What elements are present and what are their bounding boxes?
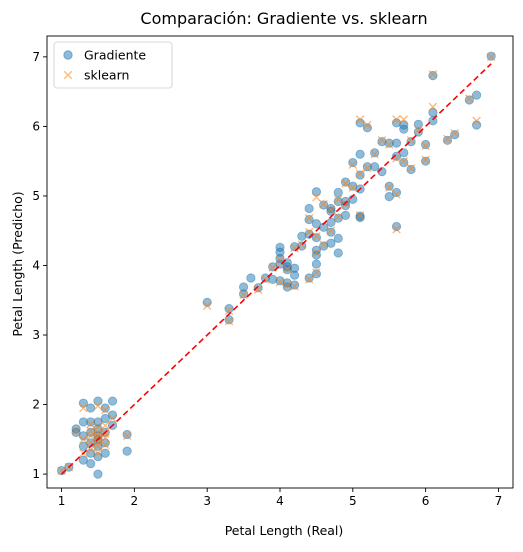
gradiente-point [356, 171, 364, 179]
gradiente-point [123, 447, 131, 455]
chart-title: Comparación: Gradiente vs. sklearn [140, 9, 427, 28]
gradiente-point [443, 136, 451, 144]
gradiente-point [465, 96, 473, 104]
gradiente-point [290, 264, 298, 272]
gradiente-point [290, 281, 298, 289]
y-tick-label: 5 [32, 189, 40, 203]
gradiente-point [225, 316, 233, 324]
x-tick-label: 6 [422, 494, 430, 508]
y-tick-label: 7 [32, 50, 40, 64]
x-tick-label: 7 [495, 494, 503, 508]
gradiente-point [123, 430, 131, 438]
gradiente-point [385, 182, 393, 190]
gradiente-point [392, 139, 400, 147]
gradiente-point [327, 239, 335, 247]
gradiente-point [86, 404, 94, 412]
gradiente-point [356, 150, 364, 158]
gradiente-point [334, 249, 342, 257]
gradiente-point [334, 234, 342, 242]
y-tick-label: 4 [32, 258, 40, 272]
gradiente-point [312, 270, 320, 278]
gradiente-point [421, 140, 429, 148]
reference-line [62, 64, 492, 474]
gradiente-point [276, 243, 284, 251]
legend-label-gradiente: Gradiente [84, 48, 146, 63]
gradiente-point [327, 228, 335, 236]
y-axis-label: Petal Length (Predicho) [10, 191, 25, 336]
gradiente-point [327, 204, 335, 212]
x-tick-label: 5 [349, 494, 357, 508]
legend-marker-gradiente [64, 51, 72, 59]
gradiente-point [79, 399, 87, 407]
gradiente-point [108, 397, 116, 405]
y-tick-label: 1 [32, 467, 40, 481]
y-tick-label: 2 [32, 398, 40, 412]
x-axis-label: Petal Length (Real) [225, 523, 344, 538]
gradiente-point [341, 211, 349, 219]
plot-area: 1 2 3 4 5 6 7 1 2 3 4 5 6 7 Gradiente sklearn [32, 36, 513, 508]
gradiente-point [101, 449, 109, 457]
y-tick-label: 3 [32, 328, 40, 342]
x-tick-label: 2 [131, 494, 139, 508]
gradiente-point [407, 137, 415, 145]
gradiente-point [400, 158, 408, 166]
gradiente-point [86, 459, 94, 467]
gradiente-point [429, 71, 437, 79]
gradiente-point [451, 131, 459, 139]
gradiente-point [370, 163, 378, 171]
gradiente-point [94, 470, 102, 478]
gradiente-point [429, 117, 437, 125]
gradiente-point [421, 157, 429, 165]
x-tick-label: 1 [58, 494, 66, 508]
gradiente-point [247, 274, 255, 282]
gradiente-point [305, 204, 313, 212]
y-tick-label: 6 [32, 119, 40, 133]
legend-label-sklearn: sklearn [84, 68, 129, 83]
gradiente-point [472, 91, 480, 99]
gradiente-point [407, 165, 415, 173]
x-tick-label: 3 [203, 494, 211, 508]
gradiente-point [298, 242, 306, 250]
gradiente-point [334, 188, 342, 196]
gradiente-point [312, 233, 320, 241]
gradiente-point [312, 260, 320, 268]
gradiente-point [239, 283, 247, 291]
x-tick-label: 4 [276, 494, 284, 508]
gradiente-point [472, 121, 480, 129]
gradiente-point [370, 149, 378, 157]
gradiente-point [94, 397, 102, 405]
